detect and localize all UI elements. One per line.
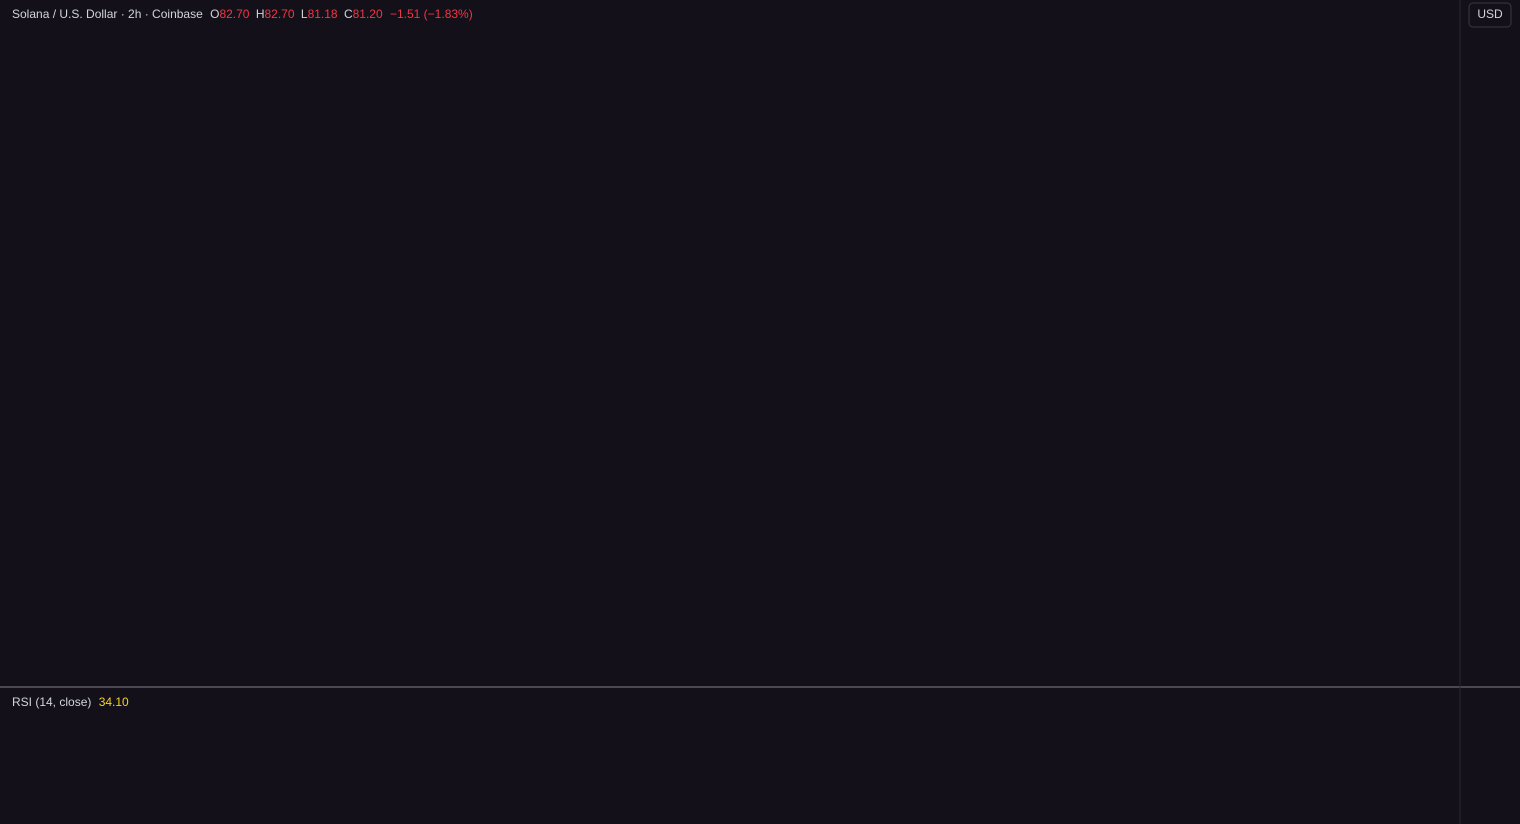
ohlc-value: 81.20 [353,7,383,21]
ohlc-value: 82.70 [219,7,249,21]
symbol: Solana / U.S. Dollar · 2h · Coinbase [12,7,203,21]
currency-button[interactable] [1468,2,1512,28]
rsi-name: RSI (14, close) [12,695,91,709]
ohlc-value: 82.70 [265,7,295,21]
ohlc-letter: L [301,7,308,21]
ohlc-value: 81.18 [308,7,338,21]
change: −1.51 (−1.83%) [390,7,473,21]
ohlc-letter: H [256,7,265,21]
ohlc-letter: C [344,7,353,21]
ohlc-letter: O [210,7,219,21]
rsi-value: 34.10 [99,695,129,709]
currency[interactable]: USD [1477,7,1503,21]
header: Solana / U.S. Dollar · 2h · Coinbase O82… [12,7,473,21]
rsi-title: RSI (14, close) 34.10 [12,695,129,709]
